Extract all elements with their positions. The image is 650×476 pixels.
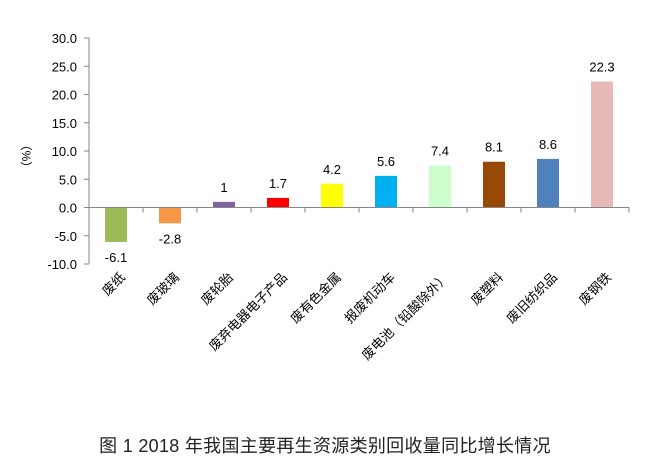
x-tick-label: 废电池（铅酸除外）	[359, 270, 453, 364]
bar	[105, 207, 127, 242]
x-tick-label: 废纸	[99, 270, 129, 300]
bar	[375, 175, 397, 208]
y-axis: 30.0 25.0 20.0 15.0 10.0 5.0 0.0 -5.0 -10.0	[47, 31, 90, 272]
data-label: 8.6	[539, 137, 557, 152]
y-tick-label: 5.0	[59, 172, 77, 187]
x-tick-label: 废旧纺织品	[504, 270, 561, 327]
data-label: 22.3	[589, 60, 614, 75]
bar	[429, 165, 451, 208]
y-tick-label: 15.0	[52, 116, 77, 131]
bar	[537, 158, 559, 208]
bar	[591, 81, 613, 208]
x-tick-label: 废有色金属	[288, 270, 345, 327]
x-tick-label: 废钢铁	[576, 270, 615, 309]
bar	[321, 183, 343, 208]
data-labels: -6.1 -2.8 1 1.7 4.2 5.6 7.4 8.1 8.6 22.3	[105, 60, 615, 265]
figure-caption: 图 1 2018 年我国主要再生资源类别回收量同比增长情况	[99, 436, 551, 456]
bars	[105, 81, 613, 242]
data-label: -2.8	[159, 231, 181, 246]
bar	[159, 207, 181, 224]
bar-chart: 30.0 25.0 20.0 15.0 10.0 5.0 0.0 -5.0 -10.0 -6.1…	[19, 31, 630, 364]
y-tick-label: -5.0	[55, 229, 77, 244]
x-tick-label: 废塑料	[468, 270, 507, 309]
y-tick-label: 0.0	[59, 201, 77, 216]
data-label: 1.7	[269, 176, 287, 191]
x-tick-label: 报废机动车	[342, 270, 399, 327]
bar	[267, 197, 289, 208]
data-label: 7.4	[431, 144, 449, 159]
data-label: 4.2	[323, 162, 341, 177]
data-label: 5.6	[377, 154, 395, 169]
x-axis	[89, 207, 630, 213]
y-axis-label: （%）	[19, 139, 33, 174]
bar	[483, 161, 505, 208]
y-tick-label: 25.0	[52, 59, 77, 74]
x-tick-label: 废轮胎	[198, 270, 237, 309]
y-tick-label: 20.0	[52, 88, 77, 103]
y-tick-label: -10.0	[47, 257, 77, 272]
data-label: 8.1	[485, 140, 503, 155]
data-label: -6.1	[105, 250, 127, 265]
bar	[213, 201, 235, 208]
x-tick-label: 废玻璃	[144, 270, 183, 309]
y-tick-label: 10.0	[52, 144, 77, 159]
y-tick-label: 30.0	[52, 31, 77, 46]
data-label: 1	[220, 180, 227, 195]
